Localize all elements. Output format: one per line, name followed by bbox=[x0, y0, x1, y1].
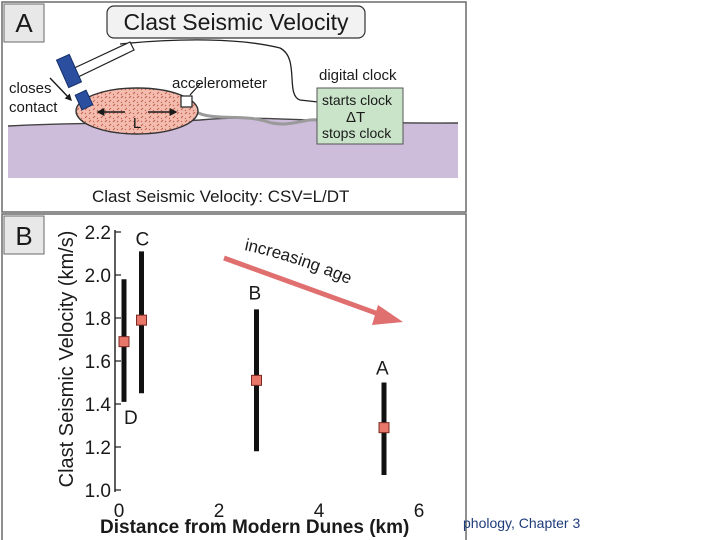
y-tick-label: 2.2 bbox=[85, 223, 111, 244]
velocity-chart: 1.0 1.2 1.4 1.6 1.8 2.0 2.2 0 2 4 6 D C B A bbox=[85, 223, 425, 522]
panel-a-title-box bbox=[106, 5, 366, 39]
hammer-cable bbox=[119, 39, 319, 103]
y-tick-label: 1.2 bbox=[85, 438, 111, 459]
panel-a-title: Clast Seismic Velocity bbox=[124, 9, 349, 35]
x-ticks: 0 2 4 6 bbox=[114, 501, 425, 522]
panel-b: B 1.0 1.2 1.4 1.6 1.8 2.0 2.2 0 2 4 6 D C B A Clast … bbox=[1, 213, 467, 540]
formula-caption: Clast Seismic Velocity: CSV=L/DT bbox=[92, 187, 349, 206]
y-ticks: 1.0 1.2 1.4 1.6 1.8 2.0 2.2 bbox=[85, 223, 121, 502]
panel-b-letter-box bbox=[3, 215, 45, 255]
y-tick-label: 1.4 bbox=[85, 395, 112, 416]
point-label: A bbox=[376, 359, 389, 380]
y-tick-label: 1.0 bbox=[85, 481, 111, 502]
data-point bbox=[251, 374, 262, 386]
x-tick-label: 6 bbox=[414, 501, 425, 522]
point-label: D bbox=[124, 408, 138, 429]
panel-a-letter: A bbox=[15, 8, 33, 38]
length-label: L bbox=[133, 115, 141, 132]
y-tick-label: 2.0 bbox=[85, 266, 111, 287]
age-arrow bbox=[223, 255, 385, 319]
accelerometer-pointer bbox=[189, 83, 201, 96]
x-axis-label: Distance from Modern Dunes (km) bbox=[100, 517, 409, 538]
clast bbox=[75, 87, 199, 135]
point-label: B bbox=[249, 283, 262, 304]
accelerometer-cable bbox=[186, 103, 319, 126]
x-tick-label: 0 bbox=[114, 501, 125, 522]
contact-block bbox=[74, 89, 94, 111]
hammer bbox=[55, 41, 135, 89]
y-tick-label: 1.6 bbox=[85, 352, 111, 373]
point-label: C bbox=[136, 229, 150, 250]
panel-a-letter-box bbox=[3, 3, 45, 43]
age-arrow-head bbox=[372, 305, 403, 325]
data-point bbox=[136, 314, 147, 326]
label-delta-t: ΔT bbox=[346, 109, 365, 126]
y-axis-label: Clast Seismic Velocity (km/s) bbox=[56, 231, 78, 488]
label-accelerometer: accelerometer bbox=[172, 75, 267, 92]
data-points: D C B A bbox=[118, 229, 390, 475]
panel-a: A Clast Seismic Velocity L closes contac… bbox=[1, 1, 467, 213]
data-point bbox=[378, 422, 390, 434]
footer-caption: phology, Chapter 3 bbox=[463, 515, 581, 531]
label-digital-clock: digital clock bbox=[319, 67, 397, 84]
contact-pointer bbox=[49, 77, 72, 102]
y-tick-label: 1.8 bbox=[85, 309, 111, 330]
accelerometer-box bbox=[180, 95, 193, 108]
panel-b-frame bbox=[1, 213, 467, 540]
label-starts-clock: starts clock bbox=[322, 92, 393, 108]
panel-b-letter: B bbox=[15, 221, 32, 251]
label-closes: closes bbox=[9, 80, 52, 97]
digital-clock-box bbox=[316, 87, 404, 145]
x-tick-label: 4 bbox=[314, 501, 325, 522]
label-stops-clock: stops clock bbox=[322, 125, 392, 141]
x-tick-label: 2 bbox=[214, 501, 225, 522]
label-contact: contact bbox=[9, 99, 58, 116]
data-point bbox=[118, 336, 130, 348]
